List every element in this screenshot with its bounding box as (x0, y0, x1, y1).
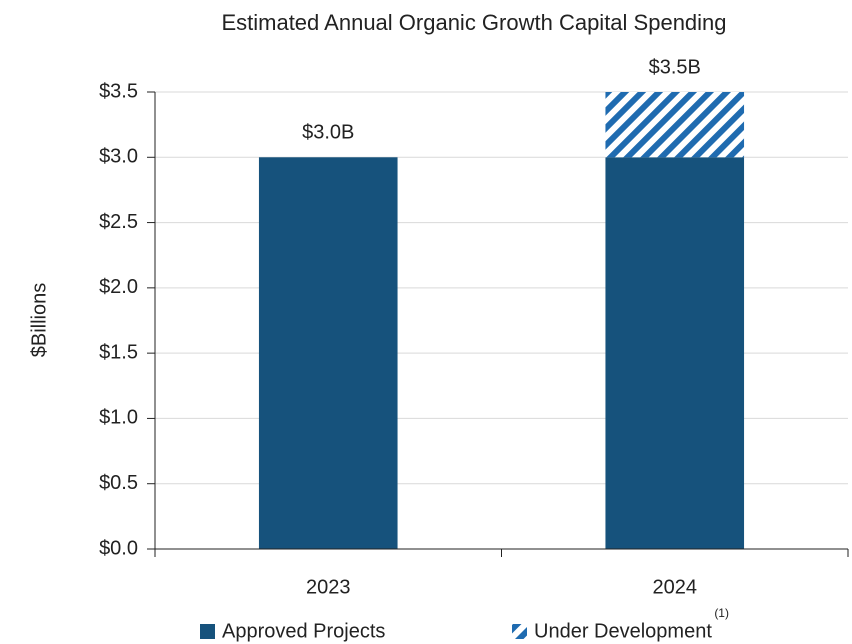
y-tick-label: $3.5 (99, 80, 138, 102)
y-tick-label: $1.5 (99, 341, 138, 363)
bar-segment (258, 157, 398, 550)
y-axis-label: $Billions (28, 283, 50, 357)
y-tick-label: $2.0 (99, 276, 138, 298)
legend-swatch (512, 624, 527, 639)
x-tick-label: 2024 (653, 576, 698, 598)
y-tick-label: $1.0 (99, 407, 138, 429)
chart-title: Estimated Annual Organic Growth Capital … (221, 10, 726, 35)
y-tick-label: $2.5 (99, 211, 138, 233)
y-tick-label: $0.5 (99, 472, 138, 494)
legend-swatch (200, 624, 215, 639)
x-tick-label: 2023 (306, 576, 351, 598)
bar-segment (605, 157, 745, 550)
legend-note: (1) (714, 606, 729, 620)
bar-segment (605, 92, 745, 158)
legend-label: Under Development (534, 620, 712, 642)
y-tick-label: $0.0 (99, 537, 138, 559)
legend-label: Approved Projects (222, 620, 385, 642)
total-label: $3.5B (649, 56, 701, 78)
total-label: $3.0B (302, 122, 354, 144)
y-tick-label: $3.0 (99, 146, 138, 168)
